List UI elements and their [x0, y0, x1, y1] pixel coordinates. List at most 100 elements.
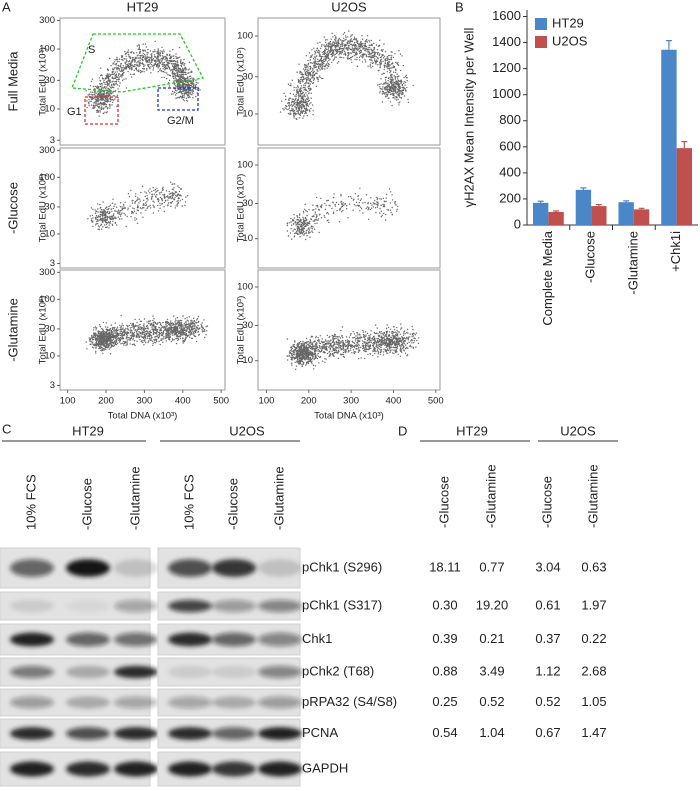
cell-dot — [140, 57, 141, 58]
cell-dot — [296, 94, 297, 95]
cell-dot — [181, 331, 182, 332]
cell-dot — [311, 49, 312, 50]
cell-dot — [318, 68, 319, 69]
cell-dot — [114, 332, 115, 333]
cell-dot — [145, 59, 146, 60]
cell-dot — [101, 85, 102, 86]
cell-dot — [295, 96, 296, 97]
cell-dot — [149, 192, 150, 193]
cell-dot — [367, 66, 368, 67]
cell-dot — [131, 52, 132, 53]
cell-dot — [371, 53, 372, 54]
cell-dot — [175, 98, 176, 99]
cell-dot — [296, 107, 297, 108]
cell-dot — [388, 61, 389, 62]
cell-dot — [134, 61, 135, 62]
cell-dot — [173, 315, 174, 316]
cell-dot — [182, 338, 183, 339]
cell-dot — [372, 66, 373, 67]
cell-dot — [289, 103, 290, 104]
cell-dot — [139, 339, 140, 340]
y-tick-label: 30 — [44, 323, 55, 334]
cell-dot — [289, 102, 290, 103]
cell-dot — [303, 74, 304, 75]
cell-dot — [98, 101, 99, 102]
cell-dot — [391, 67, 392, 68]
cell-dot — [166, 328, 167, 329]
cell-dot — [163, 68, 164, 69]
cell-dot — [182, 69, 183, 70]
cell-dot — [349, 58, 350, 59]
cell-dot — [147, 332, 148, 333]
row-label: Full Media — [5, 51, 20, 112]
cell-dot — [125, 78, 126, 79]
cell-dot — [112, 342, 113, 343]
cell-dot — [348, 52, 349, 53]
cell-dot — [331, 62, 332, 63]
cell-dot — [162, 189, 163, 190]
cell-dot — [98, 86, 99, 87]
cell-dot — [111, 324, 112, 325]
cell-dot — [103, 322, 104, 323]
cell-dot — [357, 47, 358, 48]
y-tick-label: 100 — [39, 294, 55, 305]
cell-dot — [171, 341, 172, 342]
cell-dot — [96, 221, 97, 222]
cell-dot — [387, 80, 388, 81]
cell-dot — [312, 74, 313, 75]
cell-dot — [393, 89, 394, 90]
cell-dot — [352, 45, 353, 46]
cell-dot — [398, 75, 399, 76]
cell-dot — [109, 58, 110, 59]
cell-dot — [106, 329, 107, 330]
cell-dot — [384, 65, 385, 66]
cell-dot — [298, 109, 299, 110]
cell-dot — [182, 199, 183, 200]
cell-dot — [382, 88, 383, 89]
cell-dot — [91, 341, 92, 342]
cell-dot — [119, 212, 120, 213]
cell-dot — [107, 100, 108, 101]
cell-dot — [170, 57, 171, 58]
cell-dot — [134, 220, 135, 221]
cell-dot — [308, 86, 309, 87]
cell-dot — [101, 209, 102, 210]
cell-dot — [316, 86, 317, 87]
cell-dot — [189, 327, 190, 328]
cell-dot — [106, 339, 107, 340]
cell-dot — [385, 89, 386, 90]
cell-dot — [319, 51, 320, 52]
cell-dot — [347, 40, 348, 41]
cell-dot — [177, 338, 178, 339]
cell-dot — [292, 109, 293, 110]
cell-dot — [356, 52, 357, 53]
cell-dot — [332, 53, 333, 54]
cell-dot — [151, 57, 152, 58]
cell-dot — [160, 344, 161, 345]
cell-dot — [177, 72, 178, 73]
cell-dot — [176, 90, 177, 91]
cell-dot — [103, 103, 104, 104]
cell-dot — [152, 205, 153, 206]
cell-dot — [156, 188, 157, 189]
cell-dot — [365, 40, 366, 41]
cell-dot — [404, 81, 405, 82]
cell-dot — [146, 61, 147, 62]
cell-dot — [128, 337, 129, 338]
cell-dot — [160, 50, 161, 51]
cell-dot — [183, 65, 184, 66]
cell-dot — [119, 69, 120, 70]
cell-dot — [170, 326, 171, 327]
cell-dot — [388, 64, 389, 65]
cell-dot — [144, 334, 145, 335]
cell-dot — [152, 195, 153, 196]
cell-dot — [111, 104, 112, 105]
cell-dot — [96, 338, 97, 339]
cell-dot — [106, 224, 107, 225]
cell-dot — [147, 54, 148, 55]
cell-dot — [145, 202, 146, 203]
cell-dot — [146, 204, 147, 205]
cell-dot — [365, 61, 366, 62]
cell-dot — [143, 64, 144, 65]
cell-dot — [113, 206, 114, 207]
